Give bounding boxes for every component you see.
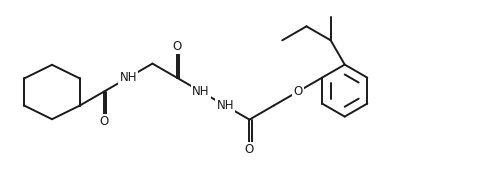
Text: NH: NH (119, 71, 137, 84)
Text: NH: NH (216, 99, 234, 112)
Text: O: O (245, 143, 254, 156)
Text: O: O (99, 115, 108, 128)
Text: NH: NH (192, 85, 210, 98)
Text: O: O (172, 40, 181, 53)
Text: O: O (293, 85, 303, 98)
